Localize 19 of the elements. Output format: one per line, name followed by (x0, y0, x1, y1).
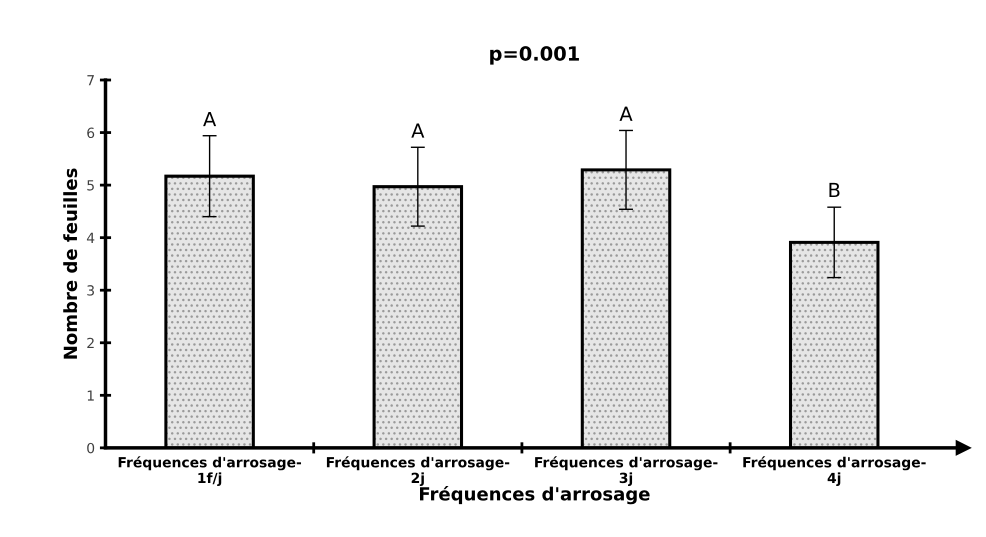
y-tick-label: 3 (87, 285, 94, 296)
annotation: A (620, 106, 633, 121)
x-tick-label: Fréquences d'arrosage- 1f/j (118, 456, 302, 486)
y-tick-label: 6 (87, 128, 94, 138)
x-axis-title: Fréquences d'arrosage (420, 486, 650, 504)
x-tick-label: Fréquences d'arrosage- 3j (535, 456, 718, 486)
annotation: B (829, 182, 840, 198)
y-axis-title: Nombre de feuilles (63, 168, 78, 359)
chart-title: p=0.001 (490, 46, 579, 65)
x-tick-label: Fréquences d'arrosage- 2j (326, 456, 510, 486)
y-tick-label: 0 (87, 442, 94, 454)
annotation: A (203, 112, 216, 126)
y-tick-label: 2 (87, 338, 94, 348)
x-tick-label: Fréquences d'arrosage- 4j (743, 456, 926, 486)
y-tick-label: 1 (88, 390, 94, 401)
y-tick-label: 7 (87, 75, 94, 86)
y-tick-label: 5 (87, 180, 94, 191)
annotation: A (411, 124, 424, 138)
y-tick-label: 4 (86, 232, 94, 243)
